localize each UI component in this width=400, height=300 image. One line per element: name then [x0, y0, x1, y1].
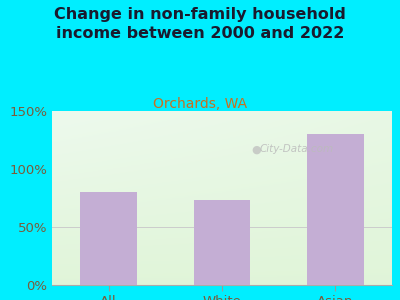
Bar [307, 134, 364, 285]
Text: Orchards, WA: Orchards, WA [153, 98, 247, 112]
Text: Change in non-family household
income between 2000 and 2022: Change in non-family household income be… [54, 8, 346, 41]
Text: ●: ● [251, 144, 261, 154]
Bar [194, 200, 250, 285]
Bar [80, 192, 137, 285]
Text: City-Data.com: City-Data.com [260, 144, 334, 154]
